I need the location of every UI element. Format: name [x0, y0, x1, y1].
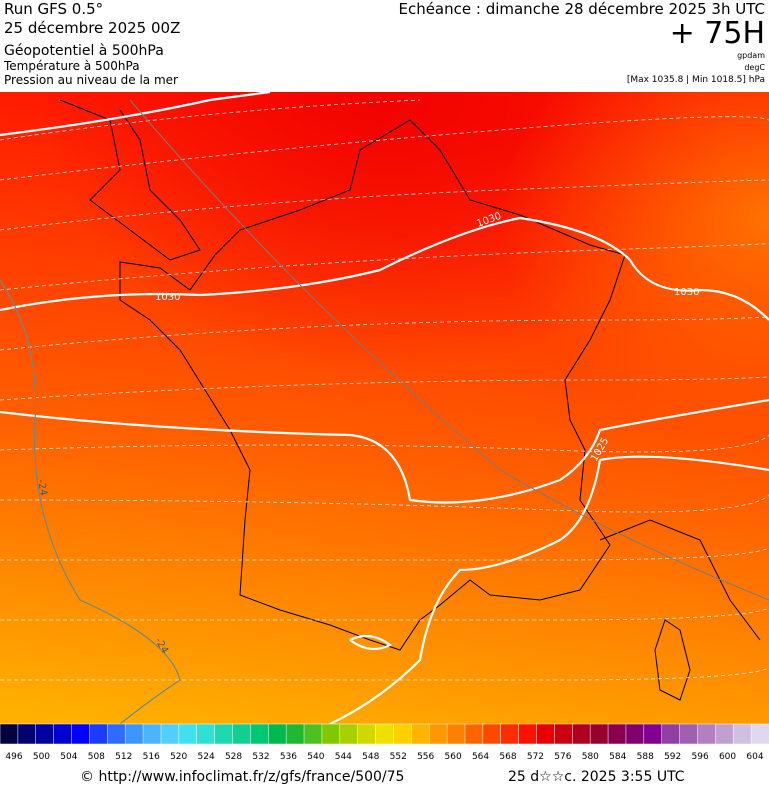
- colorbar-box: [71, 723, 91, 745]
- colorbar-box: [697, 723, 717, 745]
- colorbar-box: [214, 723, 234, 745]
- dashed-isolines: [0, 99, 769, 681]
- colorbar-box: [393, 723, 413, 745]
- colorbar-label: 544: [335, 752, 352, 762]
- colorbar-box: [142, 723, 162, 745]
- colorbar-box: [124, 723, 144, 745]
- coastline: [59, 99, 201, 261]
- colorbar-label: 576: [554, 752, 571, 762]
- contour-label: -24: [35, 479, 49, 497]
- colorbar-box: [35, 723, 55, 745]
- colorbar-label: 600: [719, 752, 736, 762]
- colorbar-label: 552: [390, 752, 407, 762]
- run-label: Run GFS 0.5°: [4, 0, 103, 18]
- colorbar-label: 512: [115, 752, 132, 762]
- colorbar-box: [464, 723, 484, 745]
- colorbar-label: 568: [499, 752, 516, 762]
- colorbar-box: [643, 723, 663, 745]
- field-subtitle: Pression au niveau de la mer: [4, 73, 178, 87]
- colorbar-label: 588: [637, 752, 654, 762]
- map-shading: [0, 92, 769, 724]
- colorbar-label: 536: [280, 752, 297, 762]
- colorbar-label: 516: [143, 752, 160, 762]
- unit: degC: [744, 63, 765, 72]
- pressure-range: [Max 1035.8 | Min 1018.5] hPa: [627, 75, 765, 85]
- colorbar-box: [178, 723, 198, 745]
- colorbar-label: 560: [445, 752, 462, 762]
- colorbar-label: 532: [252, 752, 269, 762]
- source-url: © http://www.infoclimat.fr/z/gfs/france/…: [80, 769, 404, 785]
- colorbar-label: 556: [417, 752, 434, 762]
- coastline: [119, 119, 626, 651]
- colorbar-box: [339, 723, 359, 745]
- contour-label: 1030: [674, 287, 699, 298]
- colorbar-box: [232, 723, 252, 745]
- colorbar-box: [285, 723, 305, 745]
- isobars: [0, 90, 769, 725]
- echeance: Echéance : dimanche 28 décembre 2025 3h …: [398, 0, 765, 18]
- colorbar-box: [107, 723, 126, 745]
- map: 1030 1030 1030 1025 -24 -24: [0, 90, 769, 725]
- unit: gpdam: [737, 51, 765, 60]
- colorbar-box: [411, 723, 430, 745]
- isotherm: [129, 99, 769, 601]
- colorbar-label: 564: [472, 752, 489, 762]
- colorbar-box: [268, 723, 287, 745]
- colorbar-box: [536, 723, 556, 745]
- colorbar-label: 592: [664, 752, 681, 762]
- colorbar-box: [500, 723, 520, 745]
- colorbar-label: 528: [225, 752, 242, 762]
- isotherm: [0, 279, 181, 725]
- colorbar-label: 580: [582, 752, 599, 762]
- colorbar-box: [732, 723, 752, 745]
- colorbar-label: 548: [362, 752, 379, 762]
- run-date: 25 décembre 2025 00Z: [4, 19, 180, 37]
- colorbar-box: [196, 723, 216, 745]
- colorbar-label: 596: [692, 752, 709, 762]
- lead-time: + 75H: [670, 16, 765, 51]
- colorbar-label: 500: [33, 752, 50, 762]
- colorbar-box: [357, 723, 377, 745]
- colorbar-box: [0, 723, 19, 745]
- field-title: Géopotentiel à 500hPa: [4, 43, 164, 59]
- colorbar-box: [482, 723, 502, 745]
- contour-label: 1030: [155, 292, 180, 303]
- colorbar-box: [750, 723, 769, 745]
- colorbar-label: 540: [307, 752, 324, 762]
- colorbar-box: [589, 723, 609, 745]
- colorbar-box: [554, 723, 574, 745]
- colorbar-label: 584: [609, 752, 626, 762]
- colorbar-box: [625, 723, 645, 745]
- colorbar-box: [303, 723, 323, 745]
- colorbar-box: [446, 723, 466, 745]
- colorbar-box: [572, 723, 591, 745]
- colorbar-label: 504: [60, 752, 77, 762]
- timestamp: 25 d☆☆c. 2025 3:55 UTC: [508, 769, 685, 785]
- colorbar-label: 572: [527, 752, 544, 762]
- coastline: [654, 619, 691, 701]
- colorbar-box: [375, 723, 395, 745]
- colorbar-box: [607, 723, 627, 745]
- colorbar-box: [661, 723, 681, 745]
- colorbar-box: [715, 723, 734, 745]
- field-subtitle: Température à 500hPa: [3, 59, 140, 73]
- coastline: [599, 519, 761, 641]
- colorbar-label: 604: [746, 752, 763, 762]
- colorbar-box: [17, 723, 37, 745]
- colorbar-box: [518, 723, 538, 745]
- colorbar-label: 496: [5, 752, 22, 762]
- colorbar-box: [89, 723, 109, 745]
- colorbar-box: [679, 723, 699, 745]
- colorbar-box: [321, 723, 341, 745]
- colorbar-label: 508: [88, 752, 105, 762]
- colorbar-label: 524: [198, 752, 215, 762]
- colorbar-box: [160, 723, 180, 745]
- colorbar-box: [53, 723, 73, 745]
- colorbar-box: [250, 723, 270, 745]
- colorbar-box: [428, 723, 448, 745]
- colorbar-label: 520: [170, 752, 187, 762]
- colorbar: 496 500 504 508 512 516 520 524 528 532 536 540 544 5…: [0, 723, 769, 762]
